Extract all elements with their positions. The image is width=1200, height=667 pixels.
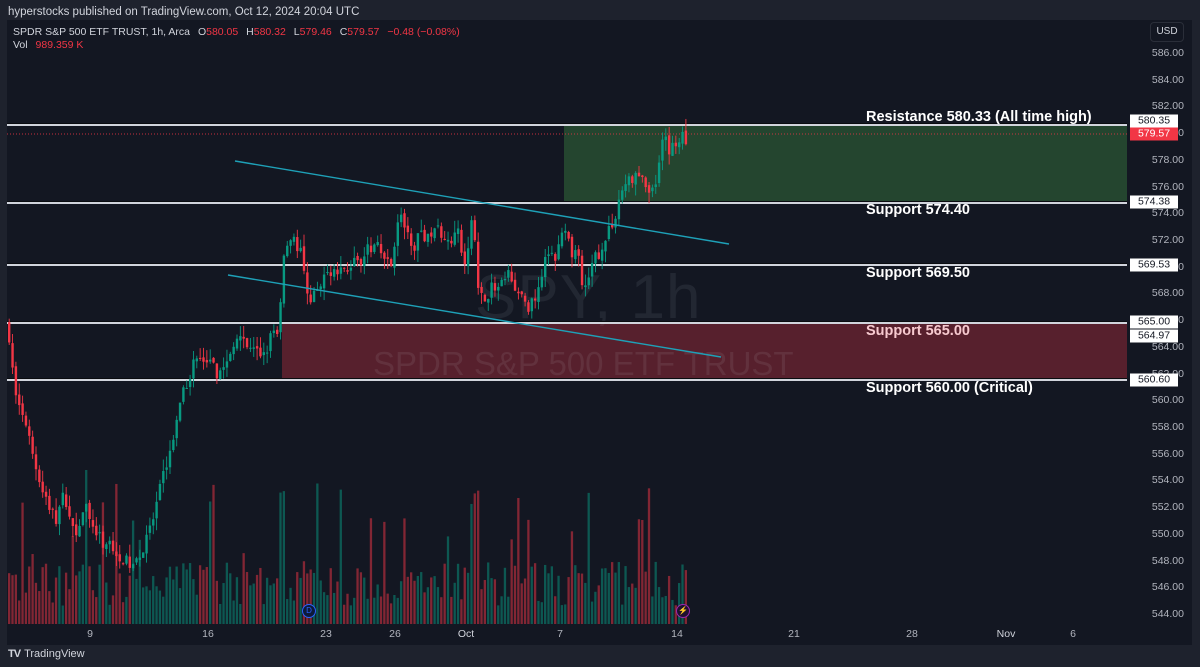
resistance-line-580[interactable] [7,123,1127,126]
volume-row: Vol 989.359 K [13,39,84,51]
earnings-event-icon[interactable]: ⚡ [676,604,690,618]
level-price-tag: 565.00 [1130,315,1178,329]
price-tick: 584.00 [1151,73,1184,86]
annotation-support-574[interactable]: Support 574.40 [866,202,970,218]
annotation-support-560[interactable]: Support 560.00 (Critical) [866,380,1033,396]
time-tick: 28 [906,628,918,640]
price-tick: 586.00 [1151,47,1184,59]
time-tick: Nov [996,628,1016,640]
close-value: 579.57 [347,26,380,38]
lower-trendline [227,274,722,358]
ohlc-row: SPDR S&P 500 ETF TRUST, 1h, Arca O580.05… [13,26,460,38]
price-tick: 550.00 [1151,527,1184,540]
price-tick: 556.00 [1151,447,1184,460]
volume-value: 989.359 K [35,39,84,51]
time-tick: 7 [557,628,563,640]
time-tick: 6 [1070,628,1076,640]
resistance-zone[interactable] [564,124,1127,202]
time-tick: 21 [788,628,800,640]
support-line-569[interactable] [7,263,1127,266]
price-tick: 548.00 [1151,554,1184,567]
dividend-event-icon[interactable]: D [302,604,316,618]
support-line-560[interactable] [7,378,1127,381]
support-zone[interactable] [282,322,1127,379]
change-value: −0.48 (−0.08%) [387,26,460,38]
chart-frame: SPDR S&P 500 ETF TRUST, 1h, Arca O580.05… [7,20,1192,645]
low-value: 579.46 [299,26,332,38]
time-tick: 16 [202,628,214,640]
current-price-line [7,133,1127,135]
price-tick: 564.00 [1151,340,1184,353]
time-tick: 23 [320,628,332,640]
tradingview-logo-icon: TV [8,648,21,660]
price-tick: 544.00 [1151,608,1184,620]
support-line-565[interactable] [7,321,1127,324]
price-tick: 558.00 [1151,421,1184,433]
currency-button[interactable]: USD [1150,22,1184,42]
price-tick: 560.00 [1151,394,1184,407]
symbol-legend: SPDR S&P 500 ETF TRUST, 1h, Arca O580.05… [13,26,460,52]
time-tick: 9 [87,628,93,640]
watermark-name: SPDR S&P 500 ETF TRUST [373,345,794,382]
level-price-tag: 560.60 [1130,373,1178,387]
time-tick: 14 [671,628,683,640]
price-tick: 552.00 [1151,501,1184,514]
tradingview-footer: TV TradingView [8,648,85,660]
price-tick: 546.00 [1151,581,1184,594]
level-price-tag: 569.53 [1130,258,1178,272]
trend-channel[interactable] [7,20,1127,624]
current-price-tag: 579.57 [1130,127,1178,141]
time-axis[interactable]: 9 16 23 26 Oct 7 14 21 28 Nov 6 [7,624,1127,645]
chart-plot-area[interactable]: SPDR S&P 500 ETF TRUST, 1h, Arca O580.05… [7,20,1127,624]
time-tick: Oct [457,628,475,640]
price-tick: 572.00 [1151,234,1184,246]
level-price-tag: 564.97 [1130,329,1178,343]
price-tick: 578.00 [1151,153,1184,166]
annotation-support-565[interactable]: Support 565.00 [866,323,970,339]
level-price-tag: 574.38 [1130,195,1178,209]
open-value: 580.05 [206,26,239,38]
annotation-support-569[interactable]: Support 569.50 [866,265,970,281]
high-value: 580.32 [253,26,286,38]
price-tick: 582.00 [1151,100,1184,113]
level-price-tag: 580.35 [1130,114,1178,128]
symbol-name[interactable]: SPDR S&P 500 ETF TRUST, 1h, Arca [13,26,191,38]
support-line-574[interactable] [7,201,1127,204]
time-tick: 26 [389,628,401,640]
price-tick: 554.00 [1151,474,1184,487]
price-axis[interactable]: USD 586.00584.00582.00580.00578.00576.00… [1127,20,1192,624]
price-tick: 576.00 [1151,180,1184,193]
annotation-resistance[interactable]: Resistance 580.33 (All time high) [866,109,1092,125]
candlestick-series [8,118,688,573]
upper-trendline [234,160,730,245]
price-tick: 574.00 [1151,207,1184,220]
price-tick: 568.00 [1151,287,1184,300]
axis-corner [1127,624,1192,645]
publish-header: hyperstocks published on TradingView.com… [8,6,360,18]
tradingview-brand: TradingView [24,648,85,660]
